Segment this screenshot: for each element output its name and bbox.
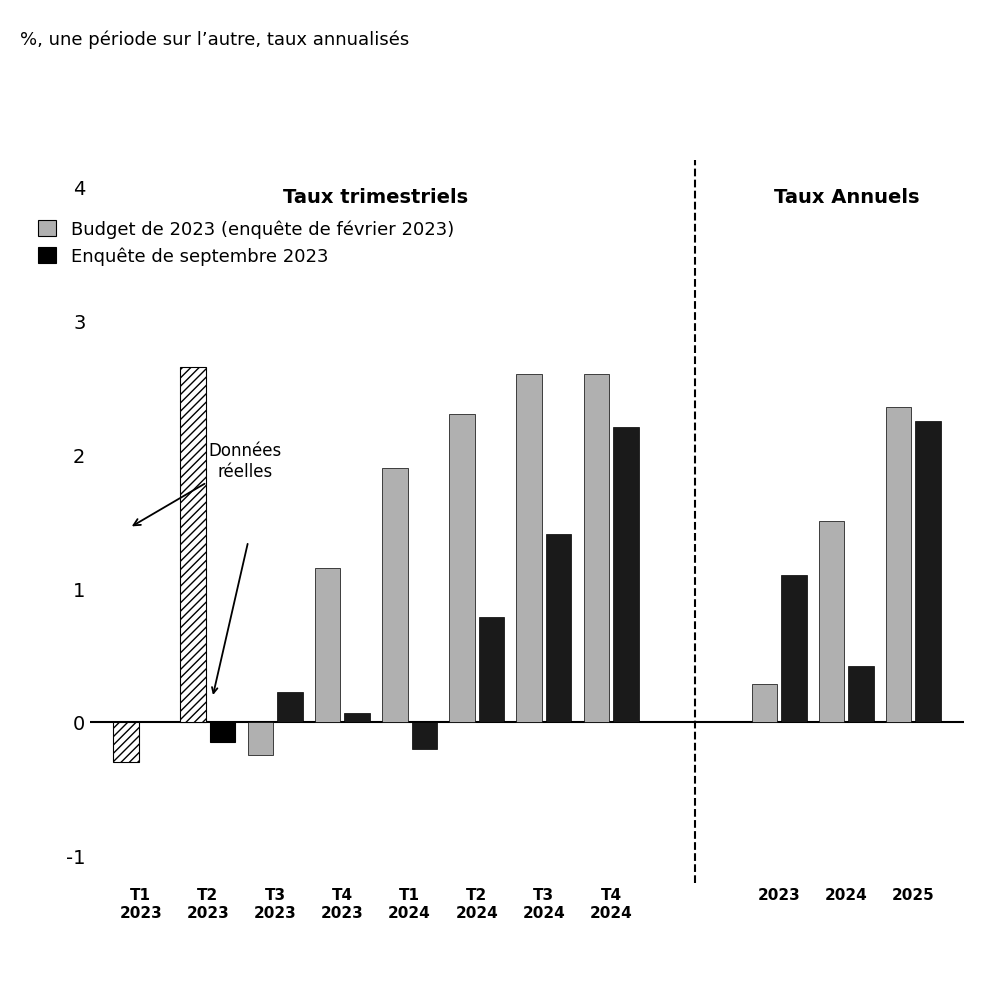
Text: Taux Annuels: Taux Annuels: [772, 189, 918, 208]
Bar: [181, 368, 206, 722]
Bar: [478, 618, 504, 722]
Bar: [210, 722, 236, 742]
Bar: [344, 713, 369, 722]
Bar: [885, 408, 911, 722]
Bar: [248, 722, 273, 755]
Bar: [546, 535, 571, 722]
Bar: [381, 468, 407, 722]
Bar: [780, 575, 805, 722]
Bar: [583, 374, 609, 722]
Bar: [315, 569, 340, 722]
Bar: [411, 722, 436, 749]
Bar: [751, 685, 776, 722]
Bar: [848, 666, 873, 722]
Text: Taux trimestriels: Taux trimestriels: [283, 189, 468, 208]
Bar: [817, 522, 844, 722]
Bar: [448, 414, 474, 722]
Text: Données
réelles: Données réelles: [133, 441, 281, 526]
Legend: Budget de 2023 (enquête de février 2023), Enquête de septembre 2023: Budget de 2023 (enquête de février 2023)…: [38, 220, 453, 266]
Bar: [516, 374, 542, 722]
Bar: [113, 722, 138, 762]
Bar: [277, 693, 302, 722]
Bar: [915, 421, 940, 722]
Bar: [613, 428, 638, 722]
Text: %, une période sur l’autre, taux annualisés: %, une période sur l’autre, taux annuali…: [20, 30, 409, 48]
